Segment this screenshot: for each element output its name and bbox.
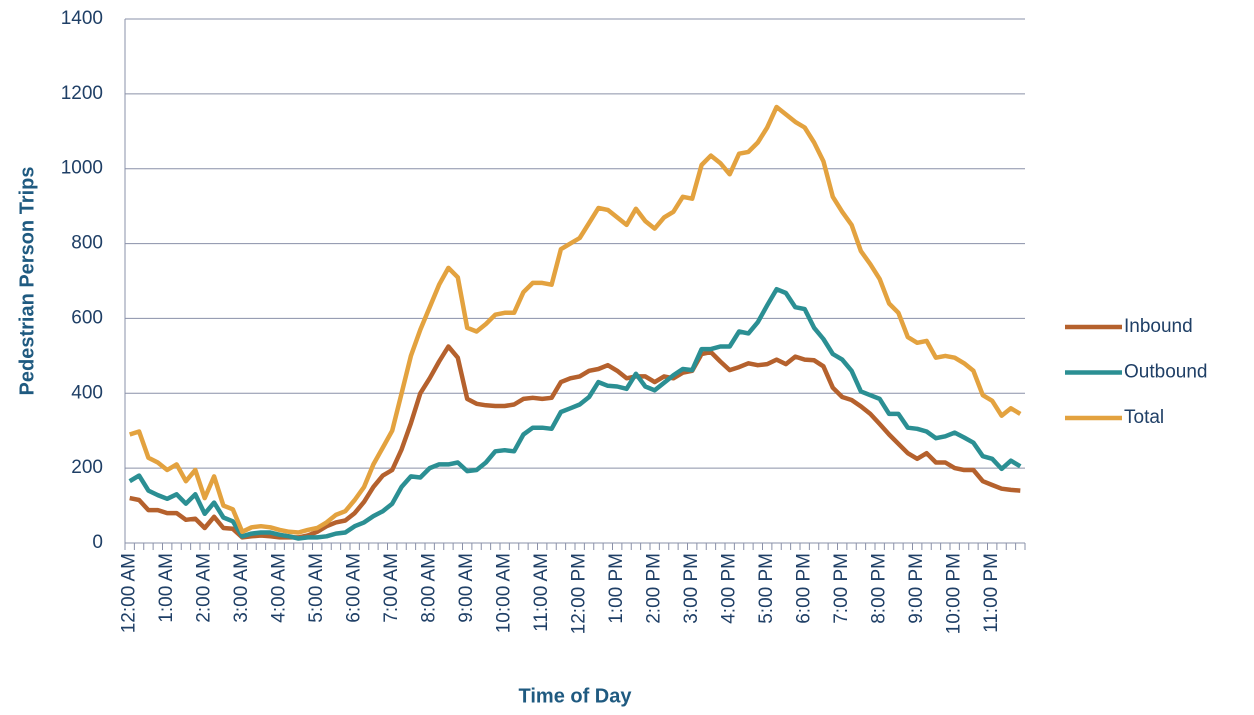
x-tick-label: 12:00 AM	[119, 553, 140, 633]
x-tick-label: 8:00 AM	[419, 553, 440, 623]
series-line	[128, 286, 1022, 541]
x-tick-label: 3:00 PM	[681, 553, 702, 624]
x-tick-label: 10:00 PM	[944, 553, 965, 634]
x-tick-label: 5:00 AM	[306, 553, 327, 623]
legend-label: Outbound	[1124, 362, 1207, 383]
y-tick-label: 200	[71, 457, 103, 478]
x-tick-label: 11:00 PM	[981, 553, 1002, 633]
x-tick-label: 7:00 PM	[831, 553, 852, 624]
x-tick-label: 11:00 AM	[531, 553, 552, 632]
x-tick-label: 7:00 AM	[381, 553, 402, 623]
y-tick-label: 400	[71, 382, 103, 403]
x-tick-label: 4:00 AM	[269, 553, 290, 623]
x-tick-label: 6:00 PM	[794, 553, 815, 624]
x-tick-label: 8:00 PM	[869, 553, 890, 624]
x-tick-label: 6:00 AM	[344, 553, 365, 623]
legend-label: Inbound	[1124, 316, 1193, 337]
x-tick-label: 10:00 AM	[494, 553, 515, 633]
series-line	[129, 344, 1021, 540]
y-tick-label: 1200	[61, 83, 103, 104]
x-tick-label: 4:00 PM	[719, 553, 740, 624]
x-tick-label: 2:00 PM	[644, 553, 665, 624]
x-tick-label: 9:00 PM	[906, 553, 927, 624]
y-tick-label: 0	[92, 532, 103, 553]
x-tick-label: 1:00 AM	[156, 553, 177, 623]
x-tick-label: 5:00 PM	[756, 553, 777, 624]
y-tick-label: 800	[71, 233, 103, 254]
legend-label: Total	[1124, 407, 1164, 428]
y-tick-label: 1000	[61, 158, 103, 179]
x-tick-label: 1:00 PM	[606, 553, 627, 624]
y-tick-label: 1400	[61, 8, 103, 29]
x-tick-label: 2:00 AM	[194, 553, 215, 623]
x-axis-title: Time of Day	[519, 685, 633, 707]
y-tick-label: 600	[71, 307, 103, 328]
series-line	[129, 104, 1022, 535]
x-tick-label: 12:00 PM	[569, 553, 590, 634]
y-axis-title: Pedestrian Person Trips	[16, 167, 38, 396]
x-tick-label: 9:00 AM	[456, 553, 477, 623]
x-tick-label: 3:00 AM	[231, 553, 252, 623]
